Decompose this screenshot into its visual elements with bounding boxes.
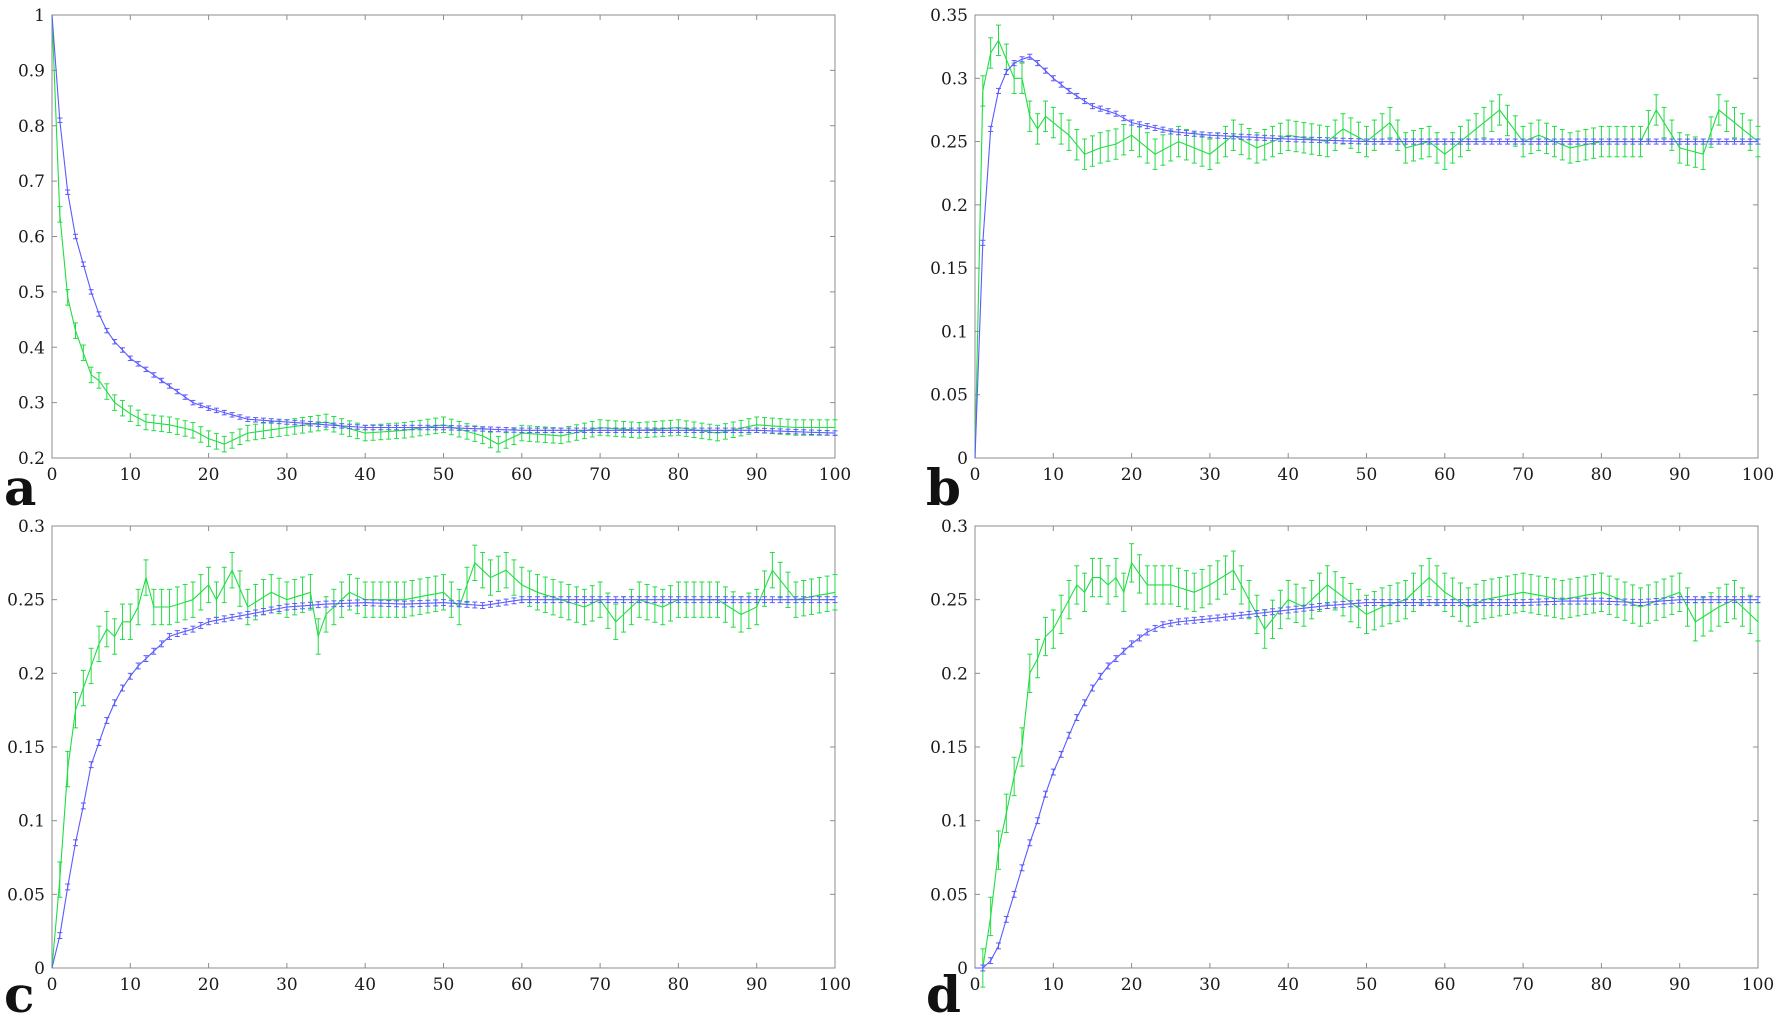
y-tick-label: 0.15 (7, 738, 45, 758)
y-tick-label: 0 (957, 959, 968, 979)
series-blue (975, 596, 1761, 972)
y-tick-label: 0.2 (18, 449, 45, 469)
x-tick-label: 70 (1512, 465, 1534, 485)
y-tick-label: 0.05 (930, 386, 968, 406)
x-tick-label: 30 (1199, 975, 1221, 995)
x-tick-label: 90 (746, 465, 768, 485)
y-tick-label: 0.1 (941, 812, 968, 832)
x-tick-label: 20 (1121, 465, 1143, 485)
x-tick-label: 90 (1669, 465, 1691, 485)
plot-frame (974, 14, 1759, 459)
y-tick-label: 0.25 (7, 591, 45, 611)
x-tick-label: 80 (1591, 465, 1613, 485)
x-tick-label: 90 (1669, 975, 1691, 995)
y-tick-label: 0.9 (18, 61, 45, 81)
x-tick-label: 0 (47, 465, 58, 485)
x-tick-label: 90 (746, 975, 768, 995)
y-tick-label: 0.15 (930, 259, 968, 279)
x-tick-label: 10 (1042, 465, 1064, 485)
x-tick-label: 50 (433, 465, 455, 485)
panel-label: d (926, 965, 961, 1023)
x-tick-label: 60 (1434, 465, 1456, 485)
x-tick-label: 20 (198, 975, 220, 995)
x-tick-label: 30 (276, 465, 298, 485)
chart-panel-a: 0 10 20 30 40 50 60 70 80 90 100 0.2 0.3 0.4 0.5 0.6 0.7… (4, 6, 851, 517)
x-tick-label: 70 (1512, 975, 1534, 995)
x-tick-label: 10 (119, 975, 141, 995)
y-tick-label: 0.1 (18, 812, 45, 832)
y-tick-label: 0 (34, 959, 45, 979)
chart-panel-d: 0 10 20 30 40 50 60 70 80 90 100 0 0.05 0.1 0.15 0.2 0.2… (926, 517, 1774, 1023)
x-tick-label: 50 (433, 975, 455, 995)
panel-label: c (4, 965, 34, 1023)
panel-label: b (926, 458, 961, 517)
y-tick-label: 0 (957, 449, 968, 469)
x-tick-label: 70 (589, 465, 611, 485)
panel-label: a (4, 458, 36, 517)
x-tick-label: 80 (1591, 975, 1613, 995)
x-tick-label: 70 (589, 975, 611, 995)
x-tick-label: 40 (354, 465, 376, 485)
x-tick-label: 100 (1742, 465, 1774, 485)
y-tick-label: 0.2 (941, 664, 968, 684)
x-tick-label: 0 (970, 465, 981, 485)
x-tick-label: 80 (668, 465, 690, 485)
y-tick-label: 0.3 (941, 517, 968, 537)
x-tick-label: 20 (198, 465, 220, 485)
plot-frame (51, 14, 836, 459)
y-tick-label: 1 (34, 6, 45, 26)
series-blue (51, 14, 838, 436)
x-tick-label: 10 (1042, 975, 1064, 995)
x-tick-label: 0 (47, 975, 58, 995)
x-tick-label: 40 (1277, 465, 1299, 485)
x-tick-label: 100 (1742, 975, 1774, 995)
y-tick-label: 0.05 (930, 885, 968, 905)
y-tick-label: 0.2 (18, 664, 45, 684)
x-tick-label: 30 (276, 975, 298, 995)
x-tick-label: 100 (819, 465, 851, 485)
x-tick-label: 60 (1434, 975, 1456, 995)
y-tick-label: 0.05 (7, 885, 45, 905)
chart-panel-b: 0 10 20 30 40 50 60 70 80 90 100 0 0.05 0.1 0.15 0.2 0.2… (926, 6, 1774, 517)
y-tick-label: 0.1 (941, 322, 968, 342)
x-tick-label: 60 (511, 465, 533, 485)
y-tick-label: 0.3 (941, 69, 968, 89)
y-tick-label: 0.7 (18, 172, 45, 192)
x-tick-label: 60 (511, 975, 533, 995)
x-tick-label: 40 (1277, 975, 1299, 995)
chart-panel-c: 0 10 20 30 40 50 60 70 80 90 100 0 0.05 0.1 0.15 0.2 0.2… (4, 517, 851, 1023)
x-tick-label: 0 (970, 975, 981, 995)
x-tick-label: 30 (1199, 465, 1221, 485)
x-tick-label: 20 (1121, 975, 1143, 995)
x-tick-label: 50 (1356, 975, 1378, 995)
y-tick-label: 0.35 (930, 6, 968, 26)
x-tick-label: 50 (1356, 465, 1378, 485)
series-blue (974, 53, 1761, 459)
y-tick-label: 0.3 (18, 394, 45, 414)
y-tick-label: 0.6 (18, 228, 45, 248)
y-tick-label: 0.8 (18, 117, 45, 137)
y-tick-label: 0.2 (941, 196, 968, 216)
y-tick-label: 0.25 (930, 133, 968, 153)
y-tick-label: 0.15 (930, 738, 968, 758)
y-tick-label: 0.5 (18, 283, 45, 303)
x-tick-label: 40 (354, 975, 376, 995)
y-tick-label: 0.25 (930, 591, 968, 611)
x-tick-label: 10 (119, 465, 141, 485)
y-tick-label: 0.4 (18, 338, 45, 358)
y-tick-label: 0.3 (18, 517, 45, 537)
series-blue (51, 596, 838, 969)
x-tick-label: 80 (668, 975, 690, 995)
x-tick-label: 100 (819, 975, 851, 995)
